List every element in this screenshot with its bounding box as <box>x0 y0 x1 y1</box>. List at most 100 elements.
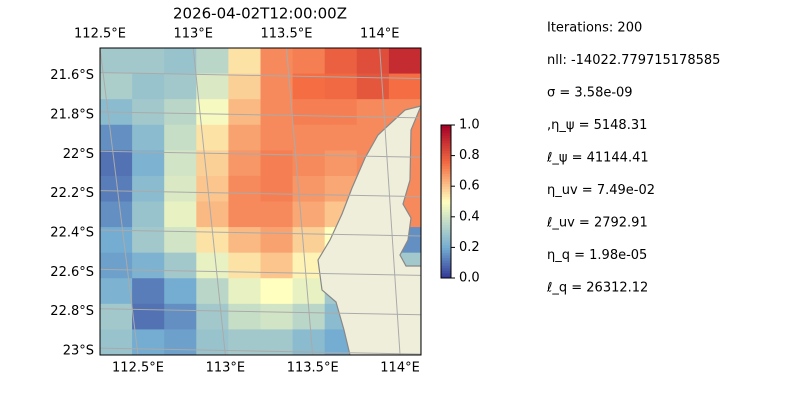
heat-cell <box>228 175 261 202</box>
heat-cell <box>228 99 261 126</box>
heat-cell <box>100 48 133 75</box>
stat-line: Iterations: 200 <box>547 21 642 36</box>
heat-cell <box>292 99 326 126</box>
heat-cell <box>324 124 358 151</box>
colorbar-step <box>441 221 451 225</box>
heat-cell <box>164 252 197 279</box>
colorbar-step <box>441 252 451 256</box>
heat-cell <box>324 73 358 100</box>
colorbar-step <box>441 145 451 149</box>
colorbar-step <box>441 155 451 159</box>
map-title: 2026-04-02T12:00:00Z <box>173 5 347 23</box>
colorbar-step <box>441 209 451 213</box>
lat-label: 22.6°S <box>50 265 94 280</box>
colorbar-step <box>441 191 451 195</box>
heat-cell <box>292 227 326 254</box>
heat-cell <box>100 278 133 305</box>
heat-cell <box>132 278 165 305</box>
colorbar-step <box>441 239 451 243</box>
colorbar-step <box>441 216 451 220</box>
colorbar-frame <box>440 124 452 279</box>
colorbar-step <box>441 206 451 210</box>
colorbar-step <box>441 142 451 146</box>
heat-cell <box>292 73 326 100</box>
heat-cell <box>100 227 133 254</box>
heat-cell <box>292 329 326 355</box>
lon-label-bottom: 113.5°E <box>287 361 339 376</box>
colorbar-step <box>441 257 451 261</box>
colorbar-step <box>441 219 451 223</box>
colorbar-step <box>441 227 451 231</box>
stat-line: ℓ_q = 26312.12 <box>546 281 648 296</box>
lat-label: 22.4°S <box>50 225 94 240</box>
colorbar: 0.0 0.2 0.4 0.6 0.8 1.0 <box>440 118 480 286</box>
lat-grid-line <box>100 190 421 198</box>
heat-cell <box>100 329 133 355</box>
lat-label: 21.6°S <box>50 68 94 83</box>
lat-grid-line <box>100 111 421 119</box>
stats-panel: Iterations: 200 nll: -14022.779715178585 σ… <box>546 21 720 296</box>
heat-cell <box>164 150 197 177</box>
colorbar-step <box>441 211 451 215</box>
heat-cell <box>324 99 358 126</box>
map-frame <box>99 47 422 356</box>
stat-line: nll: -14022.779715178585 <box>547 53 720 68</box>
heat-cell <box>388 48 421 75</box>
heat-cell <box>228 124 261 151</box>
colorbar-step <box>441 125 451 129</box>
colorbar-step <box>441 232 451 236</box>
colorbar-step <box>441 198 451 202</box>
colorbar-step <box>441 168 451 172</box>
lon-label-top: 114°E <box>360 27 400 42</box>
heat-cell <box>228 329 261 355</box>
colorbar-step <box>441 237 451 241</box>
colorbar-step <box>441 244 451 248</box>
heat-cell <box>324 150 358 177</box>
heat-cell <box>260 73 294 100</box>
heat-cell <box>100 201 133 228</box>
lat-label: 22°S <box>63 147 94 162</box>
colorbar-step <box>441 170 451 174</box>
colorbar-step <box>441 181 451 185</box>
colorbar-step <box>441 255 451 259</box>
lon-grid-line <box>285 48 314 355</box>
heat-cell <box>196 303 229 330</box>
heat-cell <box>388 73 421 100</box>
lon-label-bottom: 112.5°E <box>112 361 164 376</box>
heat-cell <box>260 201 294 228</box>
heat-cell <box>196 252 229 279</box>
lon-label-top: 113°E <box>173 27 213 42</box>
heat-cell <box>292 124 326 151</box>
heat-cell <box>260 124 294 151</box>
stat-line: η_q = 1.98e-05 <box>547 248 647 263</box>
lat-label: 22.8°S <box>50 304 94 319</box>
heat-cell <box>132 73 165 100</box>
colorbar-step <box>441 150 451 154</box>
heat-cell <box>356 48 390 75</box>
heat-cell <box>132 303 165 330</box>
heat-cell <box>228 227 261 254</box>
lon-label-bottom: 113°E <box>206 361 246 376</box>
heat-cell <box>260 175 294 202</box>
colorbar-step <box>441 165 451 169</box>
land <box>317 105 421 355</box>
heat-cell <box>132 252 165 279</box>
lat-grid-line <box>100 347 421 355</box>
heat-cell <box>196 150 229 177</box>
colorbar-step <box>441 229 451 233</box>
stat-line: σ = 3.58e-09 <box>547 86 633 101</box>
colorbar-step <box>441 242 451 246</box>
heat-cell <box>196 99 229 126</box>
colorbar-step <box>441 272 451 276</box>
lat-grid-line <box>100 308 421 316</box>
heat-cell <box>324 48 358 75</box>
colorbar-step <box>441 140 451 144</box>
colorbar-step <box>441 137 451 141</box>
colorbar-step <box>441 178 451 182</box>
colorbar-tick-label: 0.8 <box>459 148 480 163</box>
heat-cell <box>196 48 229 75</box>
heat-cell <box>164 303 197 330</box>
heat-cell <box>132 124 165 151</box>
colorbar-step <box>441 262 451 266</box>
